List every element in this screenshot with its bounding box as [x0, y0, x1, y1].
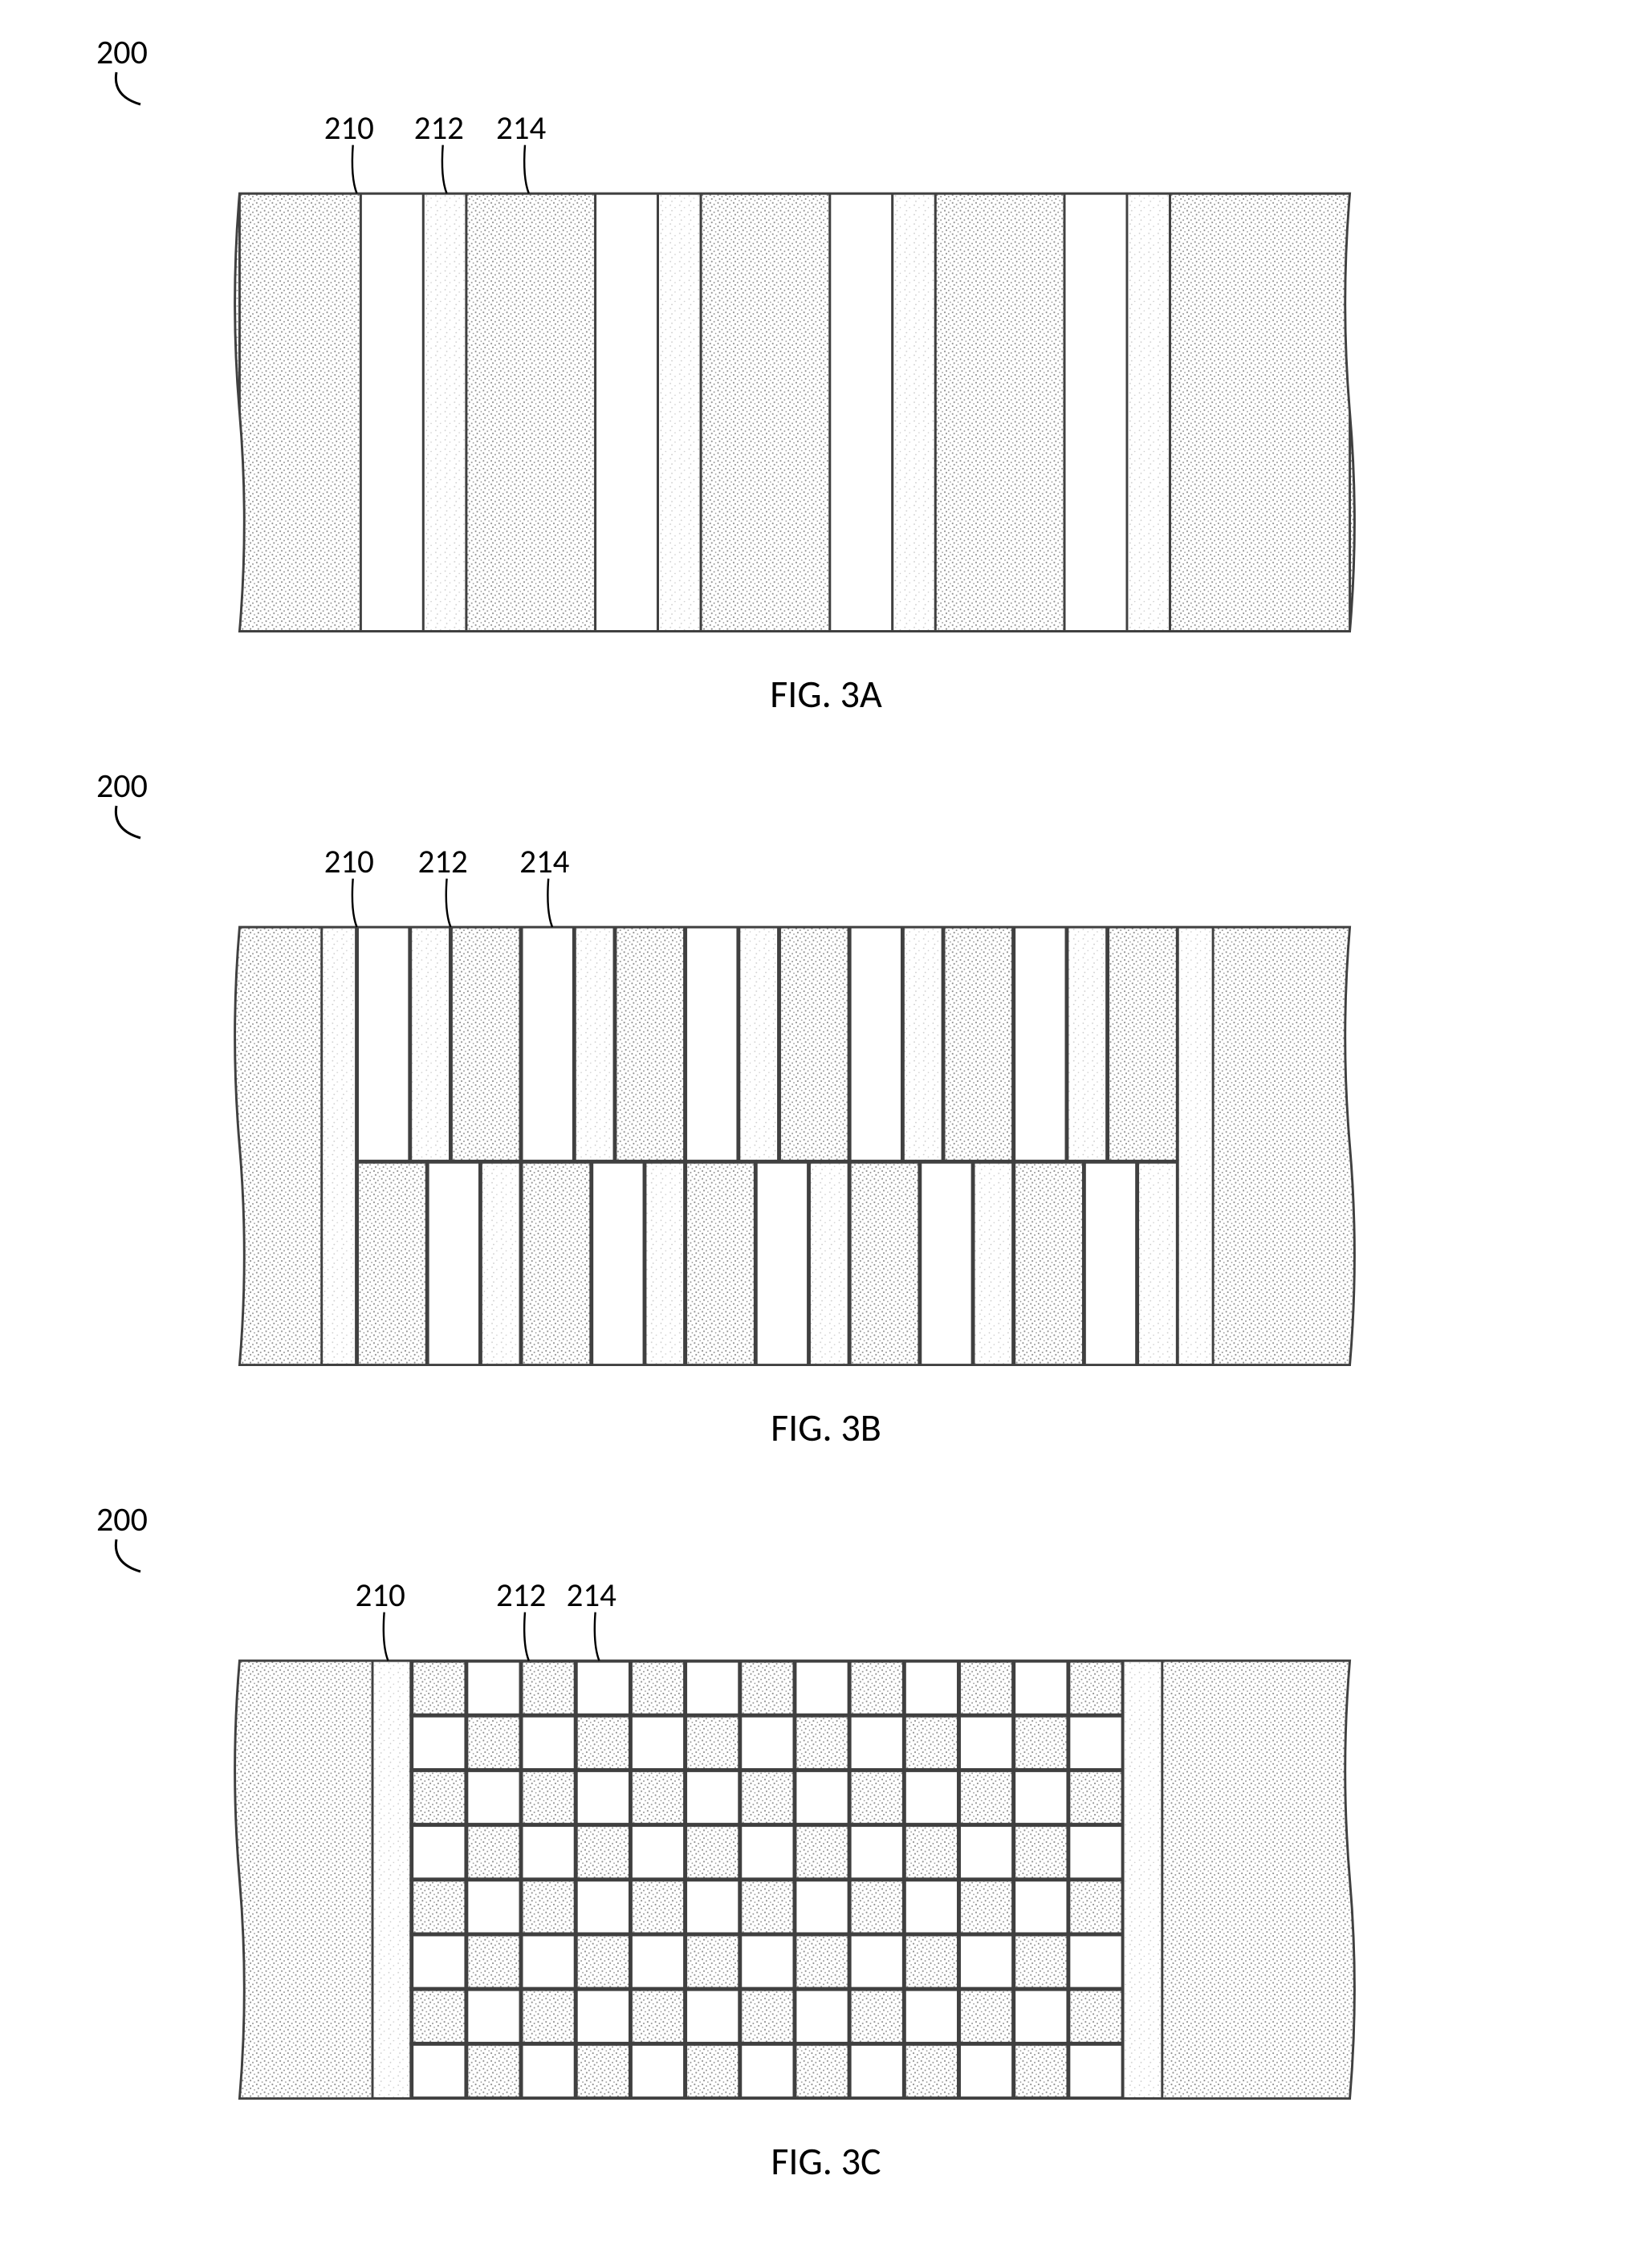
svg-text:212: 212 — [414, 108, 464, 148]
figure-3a: 200 210 212 214 FIG. 3A — [64, 32, 1588, 718]
diagram-c: 210 212 214 — [193, 1572, 1397, 2117]
svg-text:214: 214 — [567, 1575, 616, 1615]
svg-text:210: 210 — [356, 1575, 405, 1615]
ref-200-c: 200 — [96, 1499, 148, 1540]
ref-200-b: 200 — [96, 766, 148, 807]
svg-text:210: 210 — [324, 108, 374, 148]
diagram-b: 210 212 214 — [193, 838, 1397, 1384]
caption-a: FIG. 3A — [64, 670, 1588, 718]
labels-row-b: 200 — [64, 766, 1588, 830]
svg-text:210: 210 — [324, 841, 374, 881]
svg-text:212: 212 — [418, 841, 468, 881]
diagram-wrap-c: 210 212 214 — [193, 1572, 1397, 2117]
svg-text:214: 214 — [496, 108, 546, 148]
hook-200-b — [108, 802, 149, 842]
diagram-wrap-a: 210 212 214 — [193, 104, 1397, 650]
caption-c: FIG. 3C — [64, 2137, 1588, 2185]
caption-b: FIG. 3B — [64, 1404, 1588, 1451]
figure-3c: 200 210 212 214 FIG. 3C — [64, 1499, 1588, 2185]
labels-row-a: 200 — [64, 32, 1588, 96]
figure-3b: 200 210 212 214 FIG. 3B — [64, 766, 1588, 1451]
diagram-a: 210 212 214 — [193, 104, 1397, 650]
labels-row-c: 200 — [64, 1499, 1588, 1564]
svg-text:212: 212 — [496, 1575, 546, 1615]
svg-text:214: 214 — [519, 841, 569, 881]
hook-200-a — [108, 68, 149, 108]
ref-200-a: 200 — [96, 32, 148, 73]
hook-200-c — [108, 1535, 149, 1576]
diagram-wrap-b: 210 212 214 — [193, 838, 1397, 1384]
